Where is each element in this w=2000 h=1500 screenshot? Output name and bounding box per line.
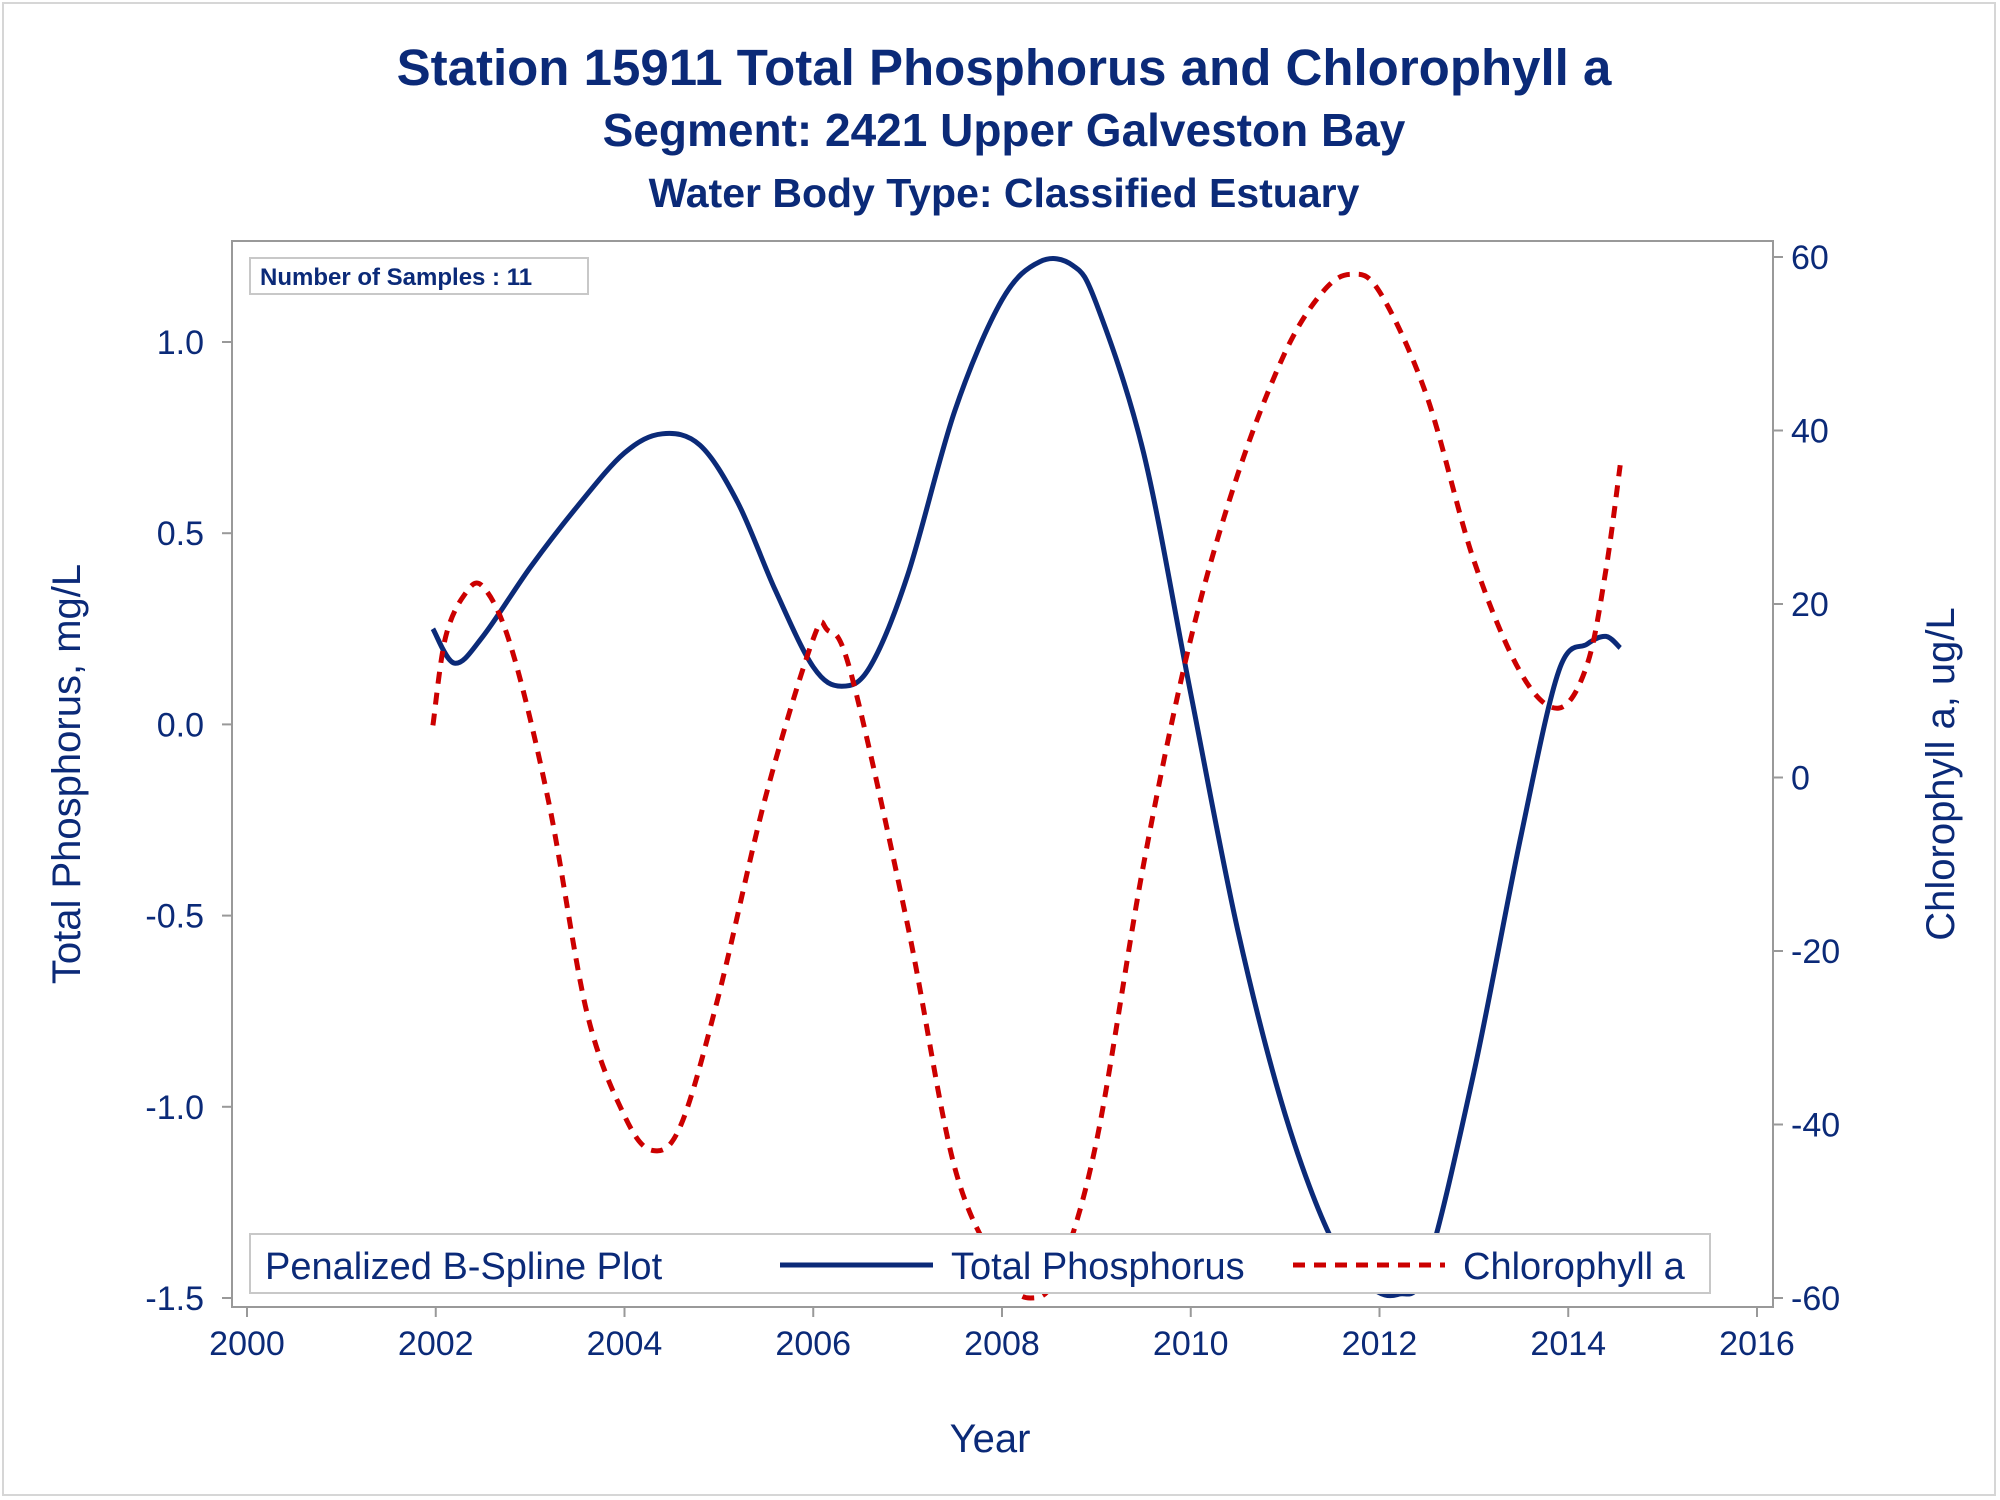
samples-count-label: Number of Samples : 11	[260, 264, 532, 291]
y-left-tick-label: -1.5	[145, 1280, 204, 1318]
legend-title: Penalized B-Spline Plot	[265, 1246, 663, 1288]
chart-subtitle-segment: Segment: 2421 Upper Galveston Bay	[603, 104, 1406, 156]
y-left-tick-label: -1.0	[145, 1089, 204, 1127]
plot-area: Number of Samples : 11 Penalized B-Splin…	[231, 240, 1774, 1308]
x-tick-label: 2000	[209, 1325, 285, 1363]
legend-box	[249, 1233, 1711, 1294]
y-right-tick-label: -60	[1791, 1280, 1840, 1318]
samples-inset-box	[249, 257, 589, 295]
x-tick-label: 2006	[775, 1325, 851, 1363]
legend-label-chlorophyll-a: Chlorophyll a	[1463, 1246, 1686, 1288]
x-axis-label: Year	[950, 1417, 1031, 1461]
legend-label-total-phosphorus: Total Phosphorus	[951, 1246, 1245, 1288]
y-right-tick-label: 60	[1791, 239, 1829, 277]
chart-title: Station 15911 Total Phosphorus and Chlor…	[397, 39, 1612, 96]
y-right-tick-label: 40	[1791, 413, 1829, 451]
chart-subtitle-waterbody: Water Body Type: Classified Estuary	[649, 170, 1360, 216]
y-right-tick-label: 20	[1791, 586, 1829, 624]
series-layer	[430, 256, 1623, 1301]
y-left-tick-label: 0.5	[157, 515, 204, 553]
x-tick-label: 2008	[964, 1325, 1040, 1363]
y-left-tick-label: -0.5	[145, 898, 204, 936]
y-axis-left-label: Total Phosphorus, mg/L	[45, 564, 89, 984]
x-tick-label: 2002	[398, 1325, 474, 1363]
y-axis-right: -60 -40 -20 0 20 40 60	[1773, 239, 1840, 1318]
y-axis-right-label: Chlorophyll a, ug/L	[1919, 607, 1963, 941]
x-tick-label: 2014	[1530, 1325, 1606, 1363]
x-axis: 2000 2002 2004 2006 2008 2010 2012 2014 2016	[209, 1307, 1795, 1363]
samples-inset: Number of Samples : 11	[249, 257, 589, 295]
legend: Penalized B-Spline Plot Total Phosphorus…	[249, 1233, 1711, 1294]
x-tick-label: 2010	[1153, 1325, 1229, 1363]
x-tick-label: 2016	[1719, 1325, 1795, 1363]
series-line-total-phosphorus	[430, 256, 1622, 1299]
y-left-tick-label: 0.0	[157, 706, 204, 744]
y-right-tick-label: -40	[1791, 1107, 1840, 1145]
plot-border	[231, 240, 1774, 1308]
y-right-tick-label: 0	[1791, 760, 1810, 798]
y-axis-left: -1.5 -1.0 -0.5 0.0 0.5 1.0	[145, 324, 232, 1318]
y-right-tick-label: -20	[1791, 933, 1840, 971]
y-left-tick-label: 1.0	[157, 324, 204, 362]
series-line-chlorophyll-a	[430, 271, 1623, 1301]
x-tick-label: 2012	[1342, 1325, 1418, 1363]
x-tick-label: 2004	[587, 1325, 663, 1363]
